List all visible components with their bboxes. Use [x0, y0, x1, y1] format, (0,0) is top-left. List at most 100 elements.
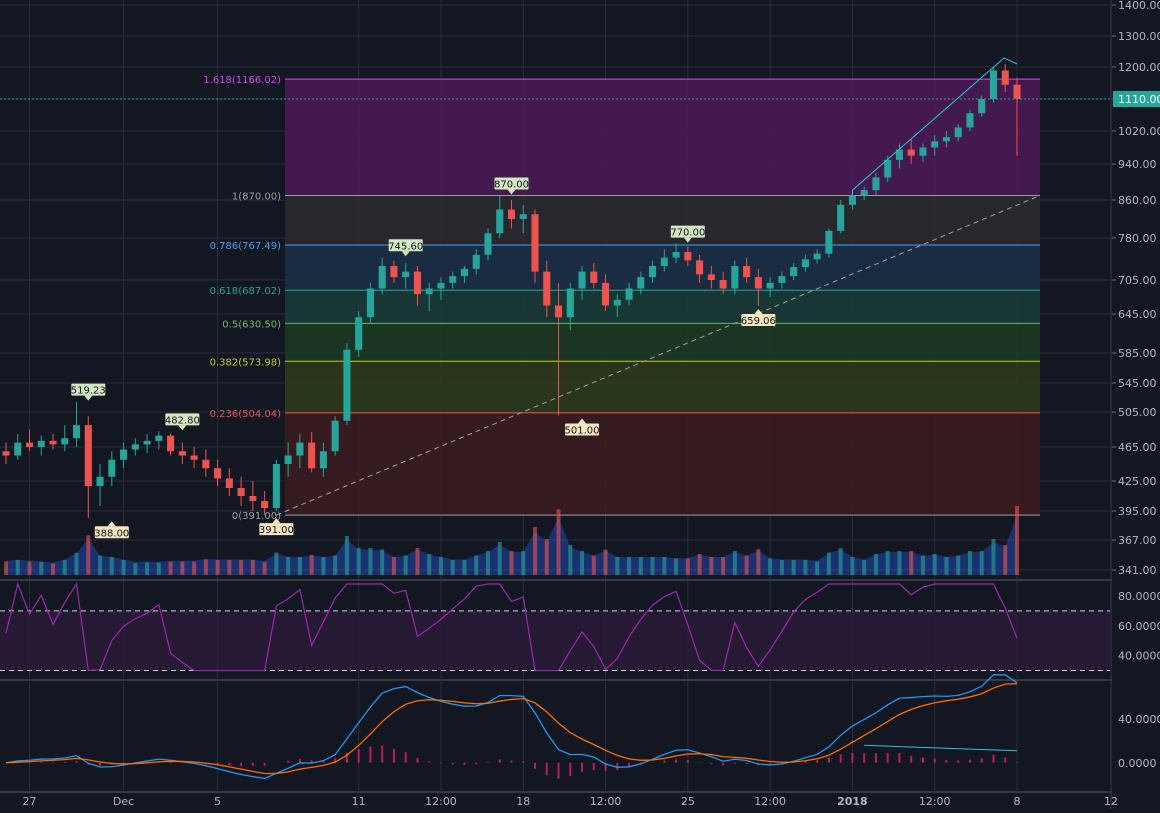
- candle-body[interactable]: [754, 277, 762, 289]
- candle-body[interactable]: [672, 252, 680, 258]
- candlestick-series[interactable]: [2, 63, 1021, 519]
- candle-body[interactable]: [413, 271, 421, 295]
- macd-pane[interactable]: [5, 674, 1018, 780]
- candle-body[interactable]: [860, 190, 868, 196]
- candle-body[interactable]: [813, 253, 821, 260]
- candle-body[interactable]: [167, 435, 175, 452]
- candle-body[interactable]: [261, 501, 269, 508]
- candle-body[interactable]: [472, 254, 480, 269]
- candle-body[interactable]: [989, 70, 998, 99]
- candle-body[interactable]: [49, 440, 57, 445]
- candle-body[interactable]: [507, 209, 516, 220]
- candle-body[interactable]: [14, 442, 22, 456]
- candle-body[interactable]: [978, 99, 986, 114]
- candle-body[interactable]: [578, 271, 586, 289]
- candle-body[interactable]: [366, 288, 374, 318]
- candle-body[interactable]: [649, 266, 657, 278]
- candle-body[interactable]: [319, 451, 327, 469]
- candle-body[interactable]: [566, 288, 574, 318]
- candle-body[interactable]: [801, 259, 809, 268]
- candle-body[interactable]: [778, 276, 786, 283]
- candle-body[interactable]: [61, 438, 69, 445]
- candle-body[interactable]: [237, 488, 245, 496]
- candle-body[interactable]: [660, 257, 668, 266]
- candle-body[interactable]: [919, 147, 927, 156]
- candle-body[interactable]: [84, 425, 92, 486]
- candle-body[interactable]: [684, 252, 692, 261]
- candle-body[interactable]: [25, 442, 34, 447]
- rsi-pane[interactable]: [0, 581, 1110, 672]
- candle-body[interactable]: [519, 214, 527, 219]
- candle-body[interactable]: [554, 305, 563, 318]
- candle-body[interactable]: [790, 267, 798, 277]
- candle-body[interactable]: [296, 442, 304, 456]
- candle-body[interactable]: [308, 442, 316, 469]
- candle-body[interactable]: [931, 141, 939, 148]
- candle-body[interactable]: [143, 440, 151, 445]
- candle-body[interactable]: [907, 149, 915, 156]
- macd-divergence-line[interactable]: [864, 744, 1018, 752]
- candle-body[interactable]: [613, 299, 621, 306]
- trend-line-dashed[interactable]: [276, 195, 1041, 516]
- candle-body[interactable]: [449, 276, 457, 283]
- candle-body[interactable]: [331, 420, 339, 452]
- candle-body[interactable]: [884, 159, 892, 178]
- macd-signal-line[interactable]: [5, 683, 1018, 775]
- candle-body[interactable]: [37, 440, 45, 447]
- candle-body[interactable]: [825, 230, 833, 254]
- candle-body[interactable]: [602, 282, 610, 306]
- candle-body[interactable]: [155, 435, 163, 441]
- candle-body[interactable]: [343, 349, 351, 421]
- candle-body[interactable]: [637, 277, 645, 289]
- candle-body[interactable]: [484, 233, 492, 255]
- candle-body[interactable]: [954, 127, 962, 138]
- candle-body[interactable]: [96, 476, 104, 486]
- trend-drawings[interactable]: [0, 57, 1112, 516]
- candle-body[interactable]: [719, 280, 727, 289]
- candle-body[interactable]: [108, 459, 116, 477]
- candle-body[interactable]: [378, 266, 386, 289]
- trend-channel[interactable]: [851, 57, 1018, 196]
- volume-bar: [497, 542, 502, 575]
- candle-body[interactable]: [942, 137, 950, 142]
- candle-body[interactable]: [460, 268, 469, 277]
- fibonacci-retracement[interactable]: 1.618(1166.02) 1(870.00) 0.786(767.49) 0.61…: [203, 75, 1040, 522]
- candle-body[interactable]: [190, 455, 198, 460]
- candle-body[interactable]: [625, 288, 633, 300]
- candle-body[interactable]: [1013, 84, 1021, 99]
- candle-body[interactable]: [178, 451, 186, 456]
- candle-body[interactable]: [355, 317, 363, 350]
- candle-body[interactable]: [1001, 70, 1009, 85]
- candle-body[interactable]: [872, 177, 880, 191]
- candle-body[interactable]: [120, 449, 128, 460]
- candle-body[interactable]: [272, 464, 280, 508]
- candle-body[interactable]: [202, 459, 210, 469]
- candle-body[interactable]: [73, 425, 81, 439]
- candle-body[interactable]: [731, 266, 739, 289]
- candle-body[interactable]: [543, 271, 551, 306]
- rsi-line[interactable]: [5, 581, 1018, 672]
- candle-body[interactable]: [966, 113, 974, 128]
- candle-body[interactable]: [437, 282, 445, 289]
- candle-body[interactable]: [707, 274, 715, 280]
- candle-body[interactable]: [848, 195, 856, 205]
- candle-body[interactable]: [895, 149, 903, 160]
- candle-body[interactable]: [131, 444, 139, 450]
- candle-body[interactable]: [531, 214, 539, 272]
- candle-body[interactable]: [425, 288, 433, 295]
- candle-body[interactable]: [743, 266, 751, 278]
- candle-body[interactable]: [225, 478, 233, 488]
- candle-body[interactable]: [390, 266, 398, 278]
- candle-body[interactable]: [837, 204, 845, 231]
- candle-body[interactable]: [696, 260, 704, 275]
- candle-body[interactable]: [2, 451, 10, 456]
- candle-body[interactable]: [402, 271, 410, 278]
- candle-body[interactable]: [214, 468, 222, 479]
- candle-body[interactable]: [249, 496, 257, 501]
- candle-body[interactable]: [766, 282, 774, 289]
- candle-body[interactable]: [496, 209, 504, 234]
- candle-body[interactable]: [590, 271, 598, 283]
- candle-body[interactable]: [284, 455, 292, 465]
